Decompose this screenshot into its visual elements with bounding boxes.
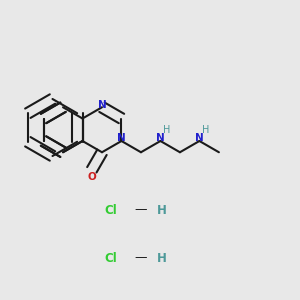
Text: H: H <box>157 251 167 265</box>
Text: Cl: Cl <box>105 203 117 217</box>
Text: N: N <box>98 100 106 110</box>
Text: O: O <box>88 172 96 182</box>
Text: H: H <box>163 125 170 136</box>
Text: —: — <box>135 203 147 217</box>
Text: H: H <box>202 125 209 136</box>
Text: Cl: Cl <box>105 251 117 265</box>
Text: —: — <box>135 251 147 265</box>
Text: H: H <box>157 203 167 217</box>
Text: N: N <box>117 133 126 143</box>
Text: N: N <box>156 133 165 143</box>
Text: N: N <box>195 133 204 143</box>
